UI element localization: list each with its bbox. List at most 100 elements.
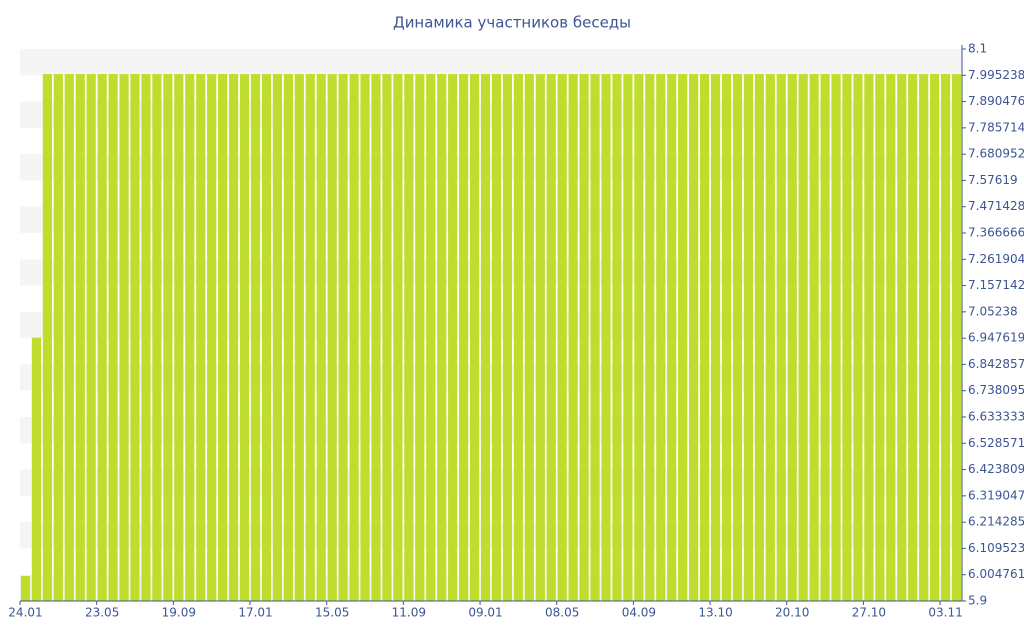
background-band (20, 49, 962, 76)
x-tick-label: 04.09 (622, 606, 656, 620)
bar (568, 74, 578, 601)
bar (437, 74, 447, 601)
y-tick-label: 7.680952 (968, 147, 1024, 161)
x-tick-label: 09.01 (468, 606, 502, 620)
bar (820, 74, 830, 601)
bar (754, 74, 764, 601)
y-tick-label: 6.528571 (968, 436, 1024, 450)
bar (327, 74, 337, 601)
bar (612, 74, 622, 601)
bar (656, 74, 666, 601)
y-tick-label: 6.947619 (968, 331, 1024, 345)
bar (97, 74, 107, 601)
bar (86, 74, 96, 601)
bar (349, 74, 359, 601)
bar (776, 74, 786, 601)
bar (491, 74, 502, 601)
bar (601, 74, 611, 601)
x-tick-label: 08.05 (545, 606, 579, 620)
bar (426, 74, 436, 601)
bar (721, 74, 732, 601)
x-tick-label: 15.05 (315, 606, 349, 620)
y-tick-label: 7.471428 (968, 199, 1024, 213)
bar (875, 74, 885, 601)
bar (305, 74, 315, 601)
x-tick-label: 19.09 (162, 606, 196, 620)
bar (710, 74, 721, 601)
bar (469, 74, 480, 601)
y-tick-label: 7.995238 (968, 68, 1024, 82)
bar (886, 74, 896, 601)
bar (75, 74, 85, 601)
y-tick-label: 7.366666 (968, 226, 1024, 240)
bar (382, 74, 392, 601)
y-tick-label: 5.9 (968, 594, 987, 608)
bar (623, 74, 633, 601)
bar (239, 74, 250, 601)
bar (459, 74, 469, 601)
y-tick-label: 7.890476 (968, 94, 1024, 108)
x-tick-label: 03.11 (928, 606, 962, 620)
y-tick-label: 6.109523 (968, 541, 1024, 555)
bar (130, 74, 140, 601)
bar (53, 74, 63, 601)
bar (590, 74, 600, 601)
bar (250, 74, 261, 601)
bar (218, 74, 228, 601)
y-tick-label: 6.633333 (968, 410, 1024, 424)
y-tick-label: 6.004761 (968, 567, 1024, 581)
y-tick-label: 6.214285 (968, 515, 1024, 529)
y-tick-label: 7.05238 (968, 304, 1018, 318)
bar (480, 74, 491, 601)
bar (732, 74, 743, 601)
bar (853, 74, 863, 601)
bar (294, 74, 304, 601)
bar (283, 74, 293, 601)
x-tick-label: 20.10 (775, 606, 809, 620)
bar (897, 74, 907, 601)
bar (185, 74, 195, 601)
x-tick-label: 23.05 (85, 606, 119, 620)
bar (152, 74, 162, 601)
y-tick-label: 6.738095 (968, 383, 1024, 397)
bar (951, 74, 962, 601)
bar (743, 74, 754, 601)
bar (842, 74, 852, 601)
bar (174, 74, 184, 601)
bar (645, 74, 655, 601)
y-tick-label: 6.423809 (968, 462, 1024, 476)
bar (634, 74, 644, 601)
x-tick-label: 13.10 (698, 606, 732, 620)
bar (371, 74, 381, 601)
bar (502, 74, 513, 601)
bar (930, 74, 940, 601)
bar (798, 74, 808, 601)
bar (415, 74, 425, 601)
bar (689, 74, 699, 601)
bar (940, 74, 951, 601)
bar (261, 74, 272, 601)
bar (196, 74, 206, 601)
bar (864, 74, 874, 601)
y-tick-label: 8.1 (968, 42, 987, 56)
bar (831, 74, 841, 601)
bar (765, 74, 775, 601)
bar (108, 74, 118, 601)
bar (667, 74, 677, 601)
y-tick-label: 7.157142 (968, 278, 1024, 292)
bar (42, 74, 52, 601)
bar (360, 74, 370, 601)
bar (535, 74, 545, 601)
bar (513, 74, 523, 601)
bar (338, 74, 348, 601)
x-tick-label: 27.10 (852, 606, 886, 620)
bar (524, 74, 534, 601)
x-tick-label: 11.09 (392, 606, 426, 620)
bar (908, 74, 918, 601)
bar (163, 74, 173, 601)
bar (546, 74, 556, 601)
chart-title: Динамика участников беседы (393, 14, 631, 32)
bar (557, 74, 567, 601)
y-tick-label: 7.261904 (968, 252, 1024, 266)
y-tick-label: 7.785714 (968, 120, 1024, 134)
